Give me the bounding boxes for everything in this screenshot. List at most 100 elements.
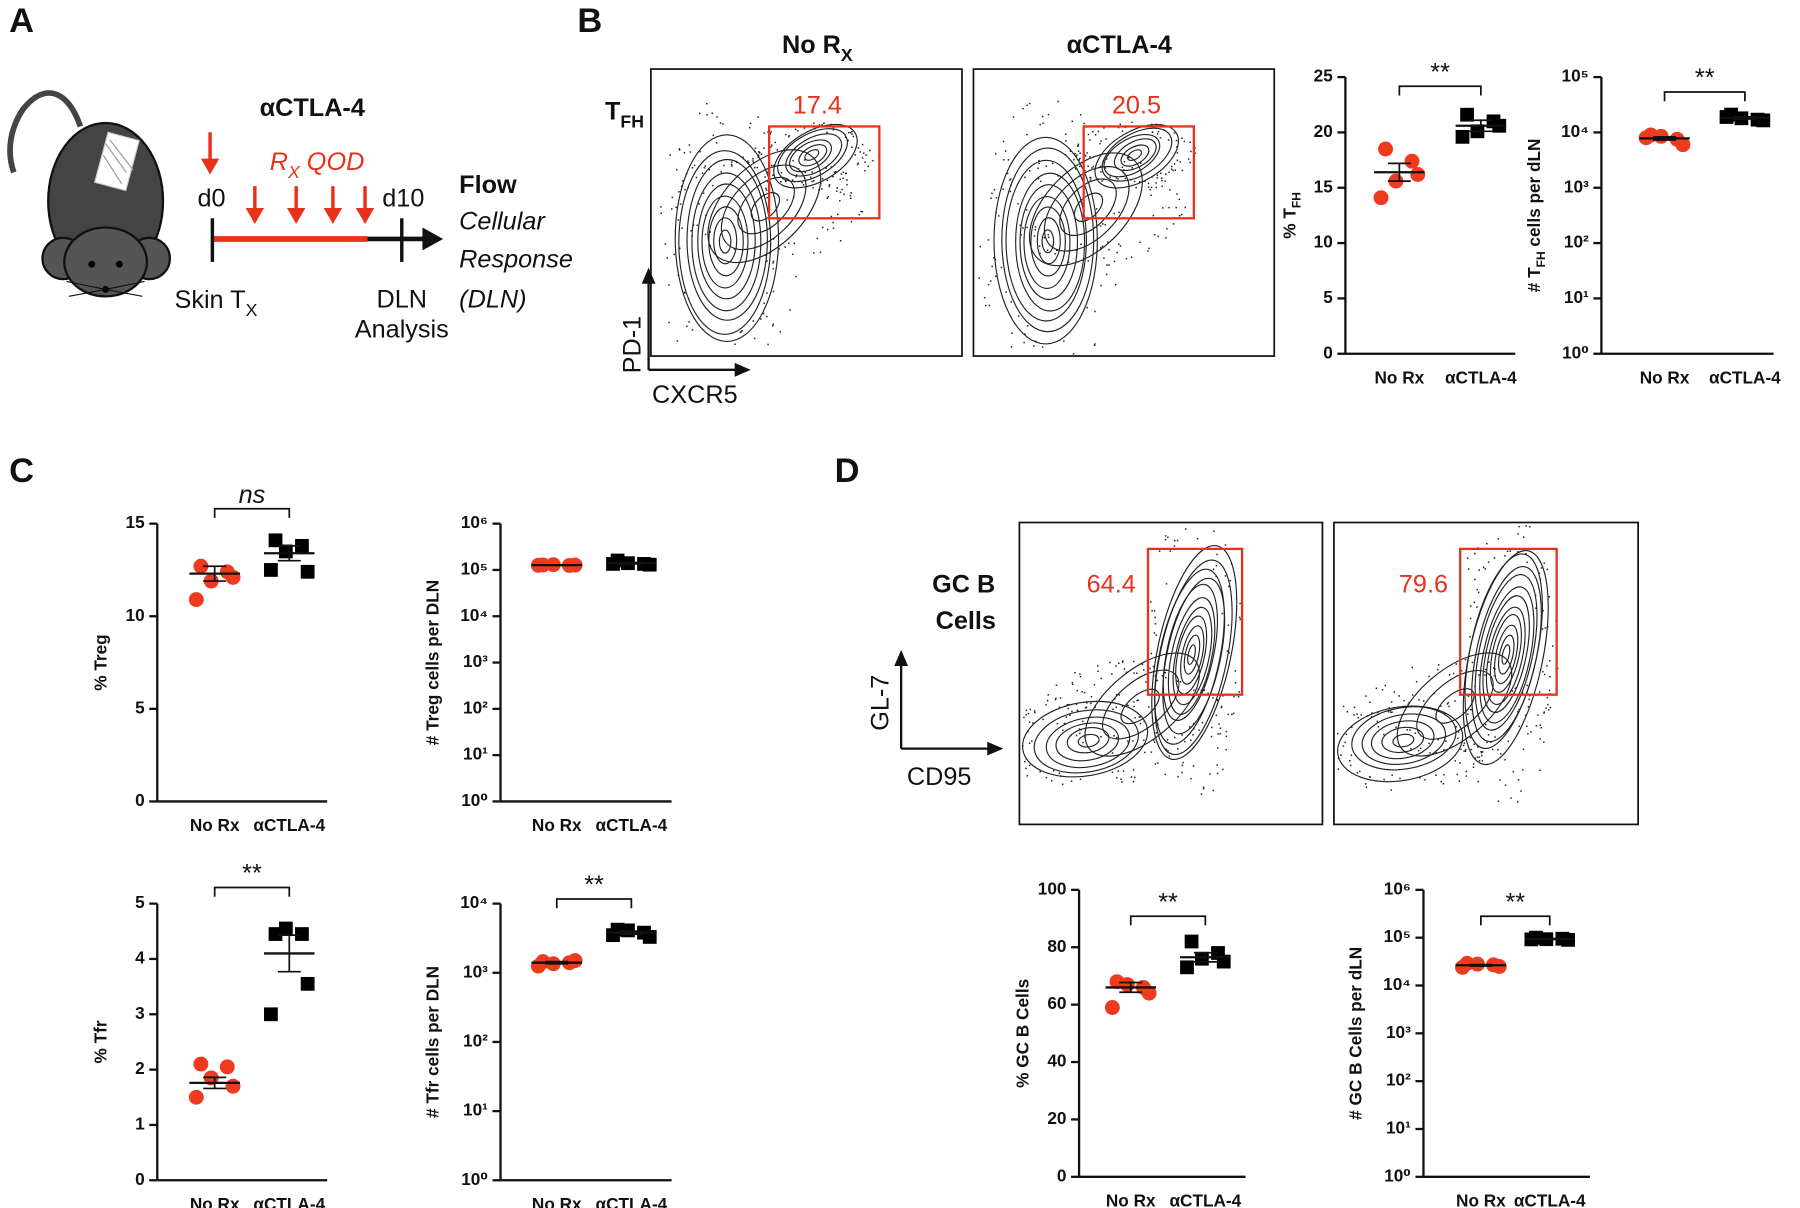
event-dot bbox=[684, 292, 686, 294]
event-dot bbox=[1081, 720, 1084, 723]
event-dot bbox=[792, 159, 794, 162]
event-dot bbox=[1104, 223, 1107, 226]
event-dot bbox=[847, 139, 849, 142]
event-dot bbox=[1084, 170, 1086, 172]
event-dot bbox=[1010, 301, 1012, 303]
event-dot bbox=[1153, 233, 1156, 236]
y-tick-label: 10² bbox=[463, 1030, 488, 1050]
event-dot bbox=[779, 330, 782, 333]
flow-plot: 79.6 bbox=[1333, 521, 1639, 826]
y-tick-label: 4 bbox=[135, 947, 145, 967]
event-dot bbox=[1039, 123, 1041, 126]
event-dot bbox=[1525, 525, 1527, 527]
event-dot bbox=[1075, 734, 1078, 737]
event-dot bbox=[1178, 198, 1181, 201]
event-dot bbox=[1225, 730, 1228, 733]
event-dot bbox=[1055, 684, 1058, 687]
event-dot bbox=[820, 183, 822, 185]
event-dot bbox=[1212, 697, 1214, 699]
event-dot bbox=[1539, 738, 1541, 740]
y-tick-label: 10² bbox=[463, 697, 488, 717]
event-dot bbox=[747, 160, 749, 162]
event-dot bbox=[784, 246, 786, 248]
flow-frame bbox=[1018, 521, 1324, 826]
event-dot bbox=[1089, 156, 1091, 158]
event-dot bbox=[778, 248, 780, 250]
event-dot bbox=[1539, 724, 1541, 726]
event-dot bbox=[1417, 749, 1420, 752]
error-bar bbox=[1733, 116, 1757, 120]
event-dot bbox=[1234, 670, 1237, 672]
event-dot bbox=[1193, 728, 1195, 730]
event-dot bbox=[1149, 188, 1151, 191]
event-dot bbox=[1552, 645, 1554, 647]
event-dot bbox=[1176, 159, 1179, 162]
event-dot bbox=[1391, 711, 1393, 713]
dose-arrows bbox=[200, 132, 375, 225]
contour bbox=[1482, 595, 1530, 713]
flow-plot: 17.4 bbox=[650, 68, 963, 357]
contour bbox=[1023, 196, 1071, 290]
contour bbox=[1462, 550, 1549, 766]
event-dot bbox=[1155, 182, 1157, 184]
event-dot bbox=[1046, 699, 1049, 702]
event-dot bbox=[1197, 688, 1200, 690]
event-dot bbox=[857, 162, 859, 164]
event-dot bbox=[1091, 167, 1093, 169]
event-dot bbox=[1196, 537, 1199, 540]
event-dot bbox=[1349, 764, 1352, 767]
event-dot bbox=[1522, 748, 1525, 751]
event-dot bbox=[1022, 227, 1024, 229]
y-tick-label: 2 bbox=[135, 1058, 145, 1078]
event-dot bbox=[1350, 754, 1353, 756]
event-dot bbox=[1019, 224, 1021, 227]
event-dot bbox=[1173, 736, 1176, 739]
event-dot bbox=[765, 187, 767, 190]
event-dot bbox=[1475, 730, 1478, 733]
event-dot bbox=[821, 226, 824, 229]
y-tick-label: 10⁴ bbox=[460, 605, 488, 625]
x-tick-label: αCTLA-4 bbox=[1169, 1191, 1241, 1208]
y-tick-label: 20 bbox=[1314, 121, 1333, 141]
event-dot bbox=[1469, 708, 1472, 711]
event-dot bbox=[1440, 705, 1442, 707]
end-day: d10 bbox=[382, 185, 424, 213]
event-dot bbox=[1541, 628, 1544, 630]
event-dot bbox=[1029, 170, 1031, 172]
data-point bbox=[300, 564, 315, 579]
event-dot bbox=[1219, 727, 1222, 729]
event-dot bbox=[869, 149, 871, 152]
event-dot bbox=[688, 321, 690, 323]
event-dot bbox=[763, 147, 765, 149]
event-dot bbox=[1148, 706, 1150, 708]
flow-arrows bbox=[894, 649, 1004, 756]
event-dot bbox=[1177, 775, 1179, 778]
event-dot bbox=[793, 242, 796, 245]
event-dot bbox=[1181, 137, 1183, 139]
event-dot bbox=[668, 321, 670, 324]
error-bar bbox=[203, 565, 227, 582]
event-dot bbox=[1157, 723, 1159, 726]
event-dot bbox=[1462, 744, 1465, 747]
event-dot bbox=[861, 157, 864, 159]
event-dot bbox=[1507, 740, 1509, 743]
event-dot bbox=[1469, 736, 1472, 739]
event-dot bbox=[1074, 168, 1077, 170]
event-dot bbox=[1083, 691, 1086, 694]
event-dot bbox=[1017, 203, 1019, 205]
event-dot bbox=[673, 253, 676, 256]
event-dot bbox=[675, 206, 677, 209]
event-dot bbox=[1079, 732, 1081, 735]
event-dot bbox=[1139, 716, 1141, 718]
significance-bracket bbox=[213, 507, 291, 518]
contour bbox=[785, 133, 843, 177]
event-dot bbox=[704, 165, 707, 167]
event-dot bbox=[785, 133, 787, 136]
event-dot bbox=[1093, 344, 1096, 346]
event-dot bbox=[1085, 706, 1088, 709]
event-dot bbox=[1448, 674, 1451, 676]
contour bbox=[1361, 713, 1447, 765]
event-dot bbox=[1530, 731, 1532, 733]
event-dot bbox=[1486, 741, 1488, 744]
event-dot bbox=[1173, 545, 1176, 547]
